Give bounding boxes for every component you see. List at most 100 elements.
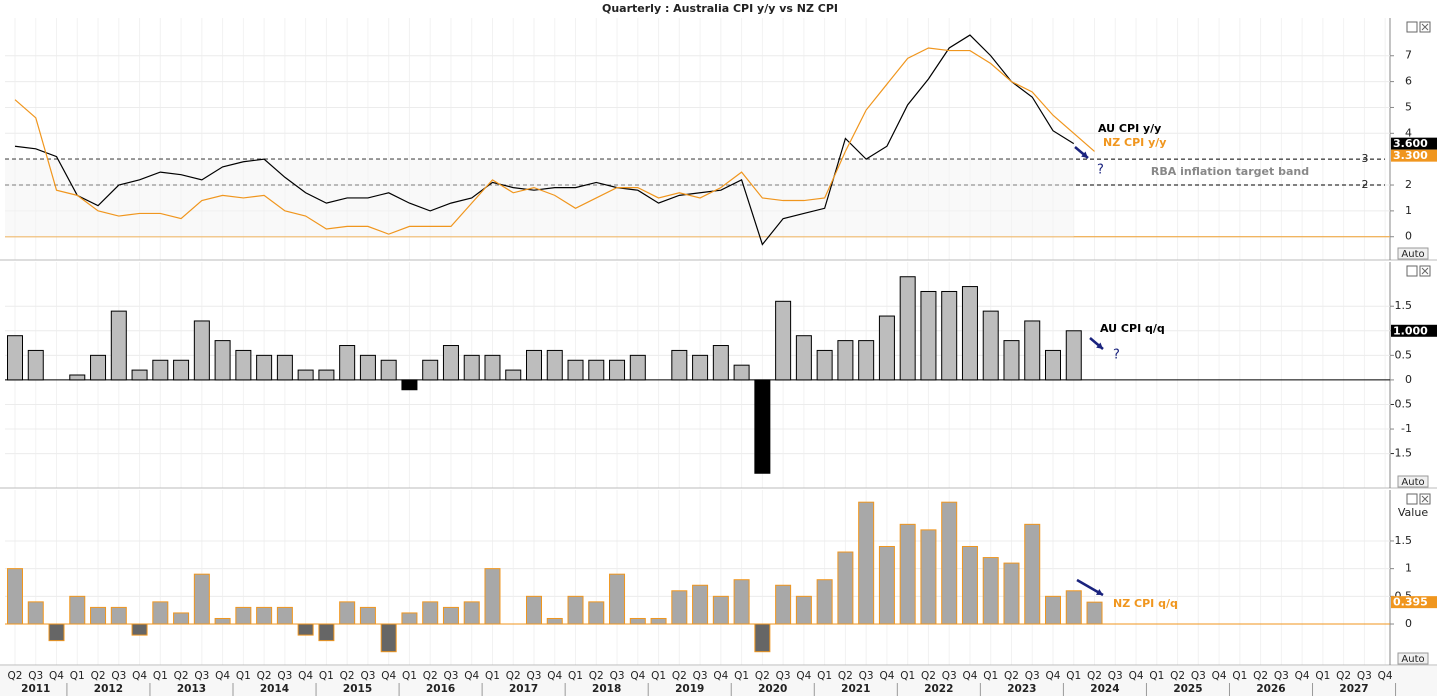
x-tick-label: Q4 (630, 670, 645, 682)
bar (401, 612, 418, 625)
x-tick-label: Q3 (776, 670, 791, 682)
bar (775, 584, 792, 625)
bar (359, 354, 376, 381)
bar (1065, 590, 1082, 625)
bar (173, 612, 190, 625)
bar (193, 573, 210, 625)
year-label: 2015 (343, 683, 372, 695)
auto-label[interactable]: Auto (1401, 477, 1424, 488)
x-tick-label: Q1 (1066, 670, 1081, 682)
auto-button[interactable] (1397, 652, 1429, 665)
x-tick-label: Q2 (8, 670, 23, 682)
year-label: 2020 (758, 683, 787, 695)
y-tick-label: 0 (1405, 617, 1412, 630)
bar (546, 617, 563, 625)
x-tick-label: Q1 (734, 670, 749, 682)
restore-icon[interactable] (1406, 21, 1418, 33)
auto-label[interactable]: Auto (1401, 654, 1424, 665)
x-tick-label: Q1 (1149, 670, 1164, 682)
target-band (5, 159, 1074, 237)
bar (442, 345, 459, 381)
y-tick-label: 2 (1405, 178, 1412, 191)
year-label: 2022 (924, 683, 953, 695)
x-tick-label: Q2 (1087, 670, 1102, 682)
value-tag (1391, 596, 1437, 609)
line-series (14, 47, 1095, 235)
bar (214, 617, 231, 625)
bar (7, 335, 23, 381)
bar (235, 349, 252, 381)
x-tick-label: Q2 (340, 670, 355, 682)
y-tick-label: -1 (1401, 422, 1412, 435)
bar (1086, 601, 1103, 625)
x-tick-label: Q3 (360, 670, 375, 682)
bar (754, 623, 771, 653)
bar (712, 595, 729, 625)
x-tick-label: Q3 (693, 670, 708, 682)
x-tick-label: Q4 (1046, 670, 1061, 682)
x-tick-label: Q4 (132, 670, 147, 682)
bar (318, 369, 335, 381)
x-tick-label: Q2 (174, 670, 189, 682)
restore-icon[interactable] (1406, 493, 1418, 505)
bar (69, 374, 86, 381)
x-tick-label: Q2 (838, 670, 853, 682)
y-tick-label: 6 (1405, 75, 1412, 88)
year-label: 2011 (21, 683, 50, 695)
bar (422, 601, 439, 625)
y-tick-label: 7 (1405, 49, 1412, 62)
x-tick-label: Q4 (713, 670, 728, 682)
bar (629, 617, 646, 625)
bar (837, 340, 854, 381)
auto-button[interactable] (1397, 247, 1429, 260)
bar (69, 595, 86, 625)
x-tick-label: Q3 (1025, 670, 1040, 682)
y-tick-label: 1.5 (1395, 534, 1413, 547)
bar (878, 545, 895, 625)
bar (899, 523, 916, 625)
x-tick-label: Q1 (319, 670, 334, 682)
bar (941, 501, 958, 625)
x-tick-label: Q3 (1274, 670, 1289, 682)
bar (110, 310, 127, 381)
x-tick-label: Q3 (194, 670, 209, 682)
x-tick-label: Q2 (1253, 670, 1268, 682)
bar (1024, 523, 1041, 625)
y-tick-label: 0 (1405, 230, 1412, 243)
y-tick-label: 1 (1405, 204, 1412, 217)
x-tick-label: Q3 (1357, 670, 1372, 682)
bar (816, 349, 833, 381)
x-tick-label: Q1 (153, 670, 168, 682)
line-series (14, 34, 1075, 246)
x-tick-label: Q3 (277, 670, 292, 682)
auto-label[interactable]: Auto (1401, 249, 1424, 260)
auto-button[interactable] (1397, 475, 1429, 488)
y-tick-label: 0 (1405, 373, 1412, 386)
bar (214, 340, 231, 381)
x-tick-label: Q1 (402, 670, 417, 682)
arrow-head (1096, 342, 1103, 349)
x-axis-bg (0, 666, 1437, 696)
bar (526, 349, 542, 381)
year-label: 2025 (1173, 683, 1202, 695)
x-tick-label: Q2 (1170, 670, 1185, 682)
y-tick-label: 4 (1405, 126, 1412, 139)
bar (837, 551, 854, 625)
bar (961, 286, 978, 381)
bar (795, 335, 812, 381)
bar (526, 595, 542, 625)
x-tick-label: Q3 (443, 670, 458, 682)
bar (567, 359, 584, 381)
x-tick-label: Q4 (796, 670, 811, 682)
bar (505, 369, 522, 381)
x-tick-label: Q1 (70, 670, 85, 682)
restore-icon[interactable] (1406, 265, 1418, 277)
bar (297, 369, 314, 381)
year-label: 2019 (675, 683, 704, 695)
bar (567, 595, 584, 625)
bar (90, 606, 107, 625)
y-tick-label: 1.5 (1395, 299, 1413, 312)
value-tag-label: 0.395 (1393, 596, 1428, 609)
annotation: ? (1113, 348, 1120, 363)
bar (401, 379, 418, 391)
